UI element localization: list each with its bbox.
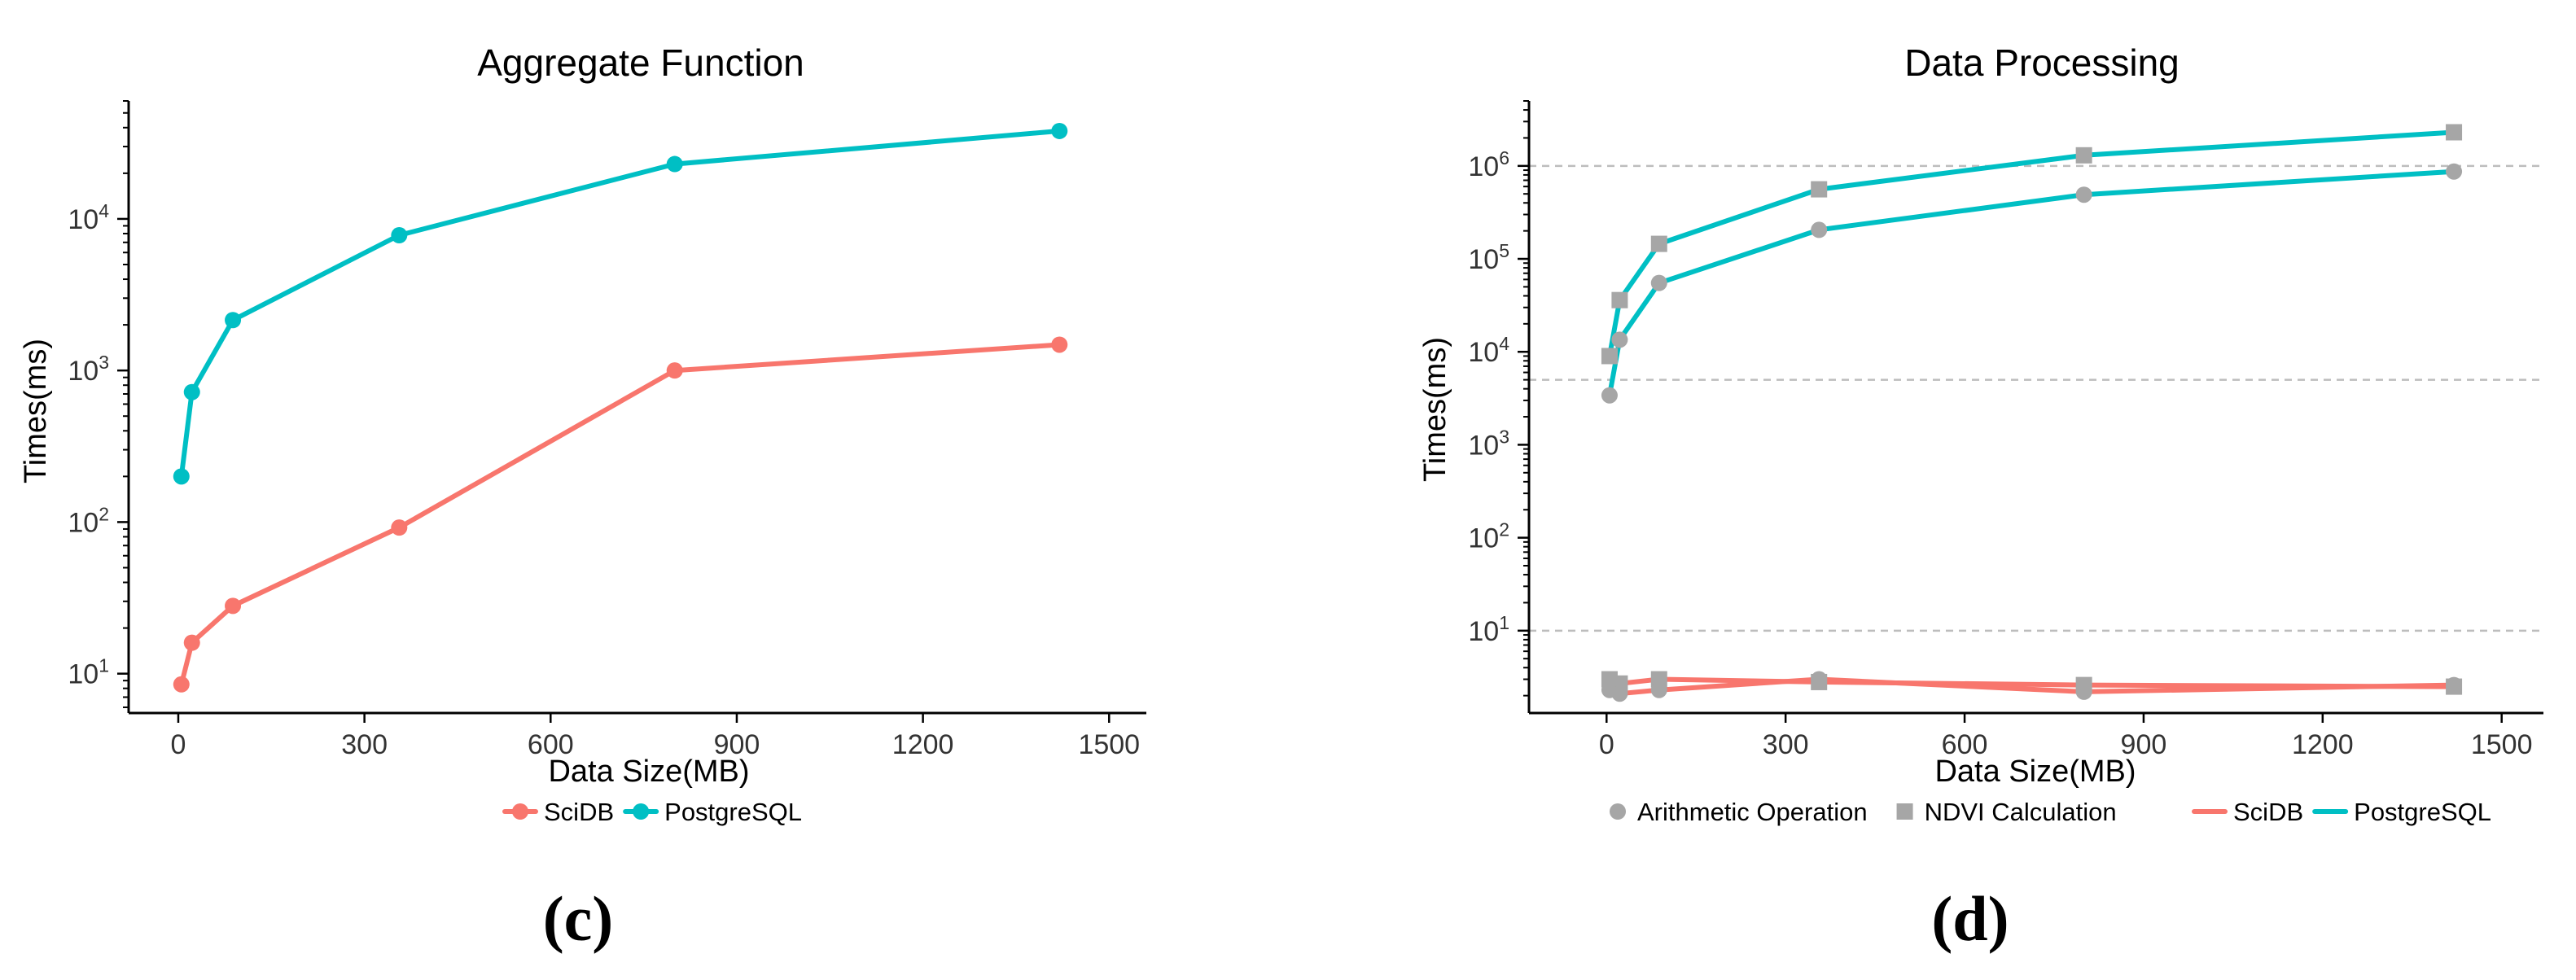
data-point-scidb-arithmetic-operation [1811, 671, 1828, 688]
chart-panel-aggregate-function: Aggregate Function 0 300 600 900 1200 1500 101… [19, 42, 1146, 954]
series-line-postgresql-arithmetic-operation [1606, 168, 2457, 398]
data-point-scidb [1051, 336, 1068, 353]
data-point-scidb-arithmetic-operation [2075, 683, 2092, 700]
x-axis-title: Data Size(MB) [548, 755, 749, 789]
plot-area: 0 300 600 900 1200 1500 101 102 103 104 SciDB Postg… [68, 100, 1146, 826]
x-tick-label: 1200 [2292, 729, 2354, 760]
y-tick-label: 102 [68, 503, 109, 538]
x-tick-label: 1500 [2471, 729, 2533, 760]
legend-key-arithmetic-operation [1610, 803, 1626, 820]
data-point-scidb-arithmetic-operation [1650, 681, 1667, 698]
x-tick-label: 0 [171, 729, 186, 760]
x-tick-label: 900 [2121, 729, 2167, 760]
data-point-postgresql-ndvi-calculation [1601, 348, 1618, 365]
legend-label: PostgreSQL [664, 798, 802, 826]
x-tick-label: 600 [528, 729, 574, 760]
data-point-postgresql-arithmetic-operation [1650, 274, 1667, 291]
data-point-postgresql-arithmetic-operation [1611, 331, 1628, 348]
data-point-scidb [666, 362, 683, 379]
data-point-postgresql-ndvi-calculation [1650, 235, 1667, 252]
legend-key-ndvi-calculation [1896, 803, 1913, 820]
data-point-scidb [225, 597, 242, 615]
x-tick-label: 0 [1599, 729, 1614, 760]
data-point-postgresql-ndvi-calculation [1811, 181, 1828, 198]
data-point-postgresql-arithmetic-operation [1601, 387, 1618, 404]
data-point-postgresql-ndvi-calculation [2446, 124, 2463, 141]
data-point-postgresql [666, 155, 683, 173]
data-point-postgresql [183, 383, 200, 400]
y-axis-title: Times(ms) [19, 339, 53, 483]
x-tick-label: 1200 [892, 729, 954, 760]
data-point-postgresql [225, 312, 242, 329]
data-point-scidb [183, 634, 200, 651]
x-tick-label: 900 [714, 729, 760, 760]
legend-label: SciDB [2233, 798, 2303, 826]
data-point-scidb-arithmetic-operation [2446, 676, 2463, 693]
legend-key-marker-scidb [512, 803, 528, 820]
y-tick-label: 102 [1468, 519, 1509, 554]
x-axis-title: Data Size(MB) [1934, 755, 2136, 789]
series-line-postgresql-ndvi-calculation [1606, 129, 2457, 359]
data-point-scidb [173, 676, 190, 693]
chart-title: Data Processing [1904, 42, 2180, 84]
data-point-postgresql-arithmetic-operation [2446, 163, 2463, 180]
y-tick-label: 101 [1468, 612, 1509, 647]
panel-label: (c) [543, 883, 614, 954]
data-point-postgresql [173, 468, 190, 485]
y-tick-label: 104 [1468, 333, 1509, 368]
chart-title: Aggregate Function [477, 42, 804, 84]
y-tick-label: 104 [68, 200, 109, 235]
x-tick-label: 300 [341, 729, 388, 760]
legend: Arithmetic Operation NDVI Calculation SciD… [1610, 798, 2491, 826]
legend-label: NDVI Calculation [1925, 798, 2117, 826]
y-tick-label: 105 [1468, 240, 1509, 275]
plot-area: 0 300 600 900 1200 1500 101 102 103 104 105 106 Arit… [1468, 100, 2543, 826]
legend: SciDB PostgreSQL [502, 798, 802, 826]
data-point-postgresql-ndvi-calculation [1611, 291, 1628, 308]
chart-panel-data-processing: Data Processing 0 300 600 900 1200 1500 101 102… [1418, 42, 2543, 954]
data-point-postgresql [391, 227, 408, 244]
data-point-postgresql [1051, 122, 1068, 139]
series-line-postgresql [178, 128, 1062, 479]
panel-label: (d) [1931, 883, 2009, 954]
legend-label: SciDB [544, 798, 614, 826]
y-axis-title: Times(ms) [1418, 337, 1452, 482]
data-point-scidb-arithmetic-operation [1611, 685, 1628, 702]
data-point-postgresql-arithmetic-operation [1811, 221, 1828, 238]
y-tick-label: 103 [68, 352, 109, 387]
legend-key-marker-postgresql [633, 803, 650, 820]
legend-label: Arithmetic Operation [1637, 798, 1868, 826]
x-tick-label: 1500 [1078, 729, 1140, 760]
y-tick-label: 106 [1468, 147, 1509, 182]
legend-label: PostgreSQL [2354, 798, 2491, 826]
x-tick-label: 600 [1942, 729, 1988, 760]
y-tick-label: 103 [1468, 426, 1509, 461]
x-tick-label: 300 [1763, 729, 1809, 760]
data-point-postgresql-ndvi-calculation [2075, 147, 2092, 164]
data-point-postgresql-arithmetic-operation [2075, 186, 2092, 203]
y-tick-label: 101 [68, 655, 109, 690]
data-point-scidb [391, 519, 408, 536]
